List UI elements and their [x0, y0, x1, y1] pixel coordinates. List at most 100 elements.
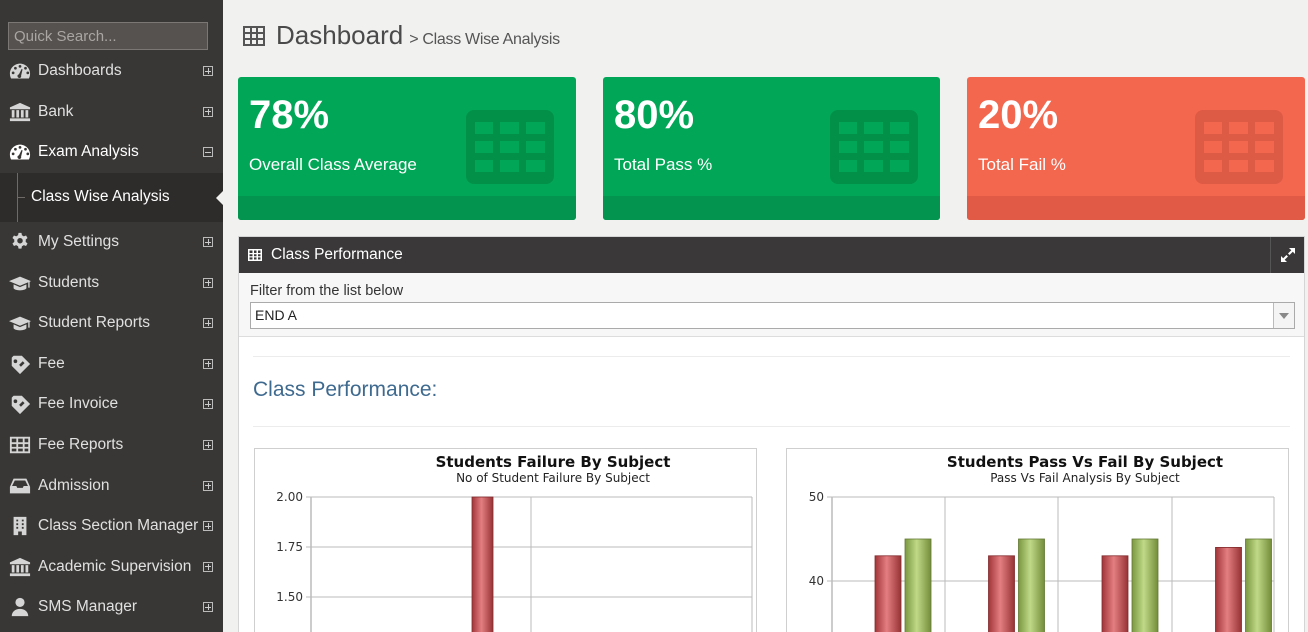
expand-icon[interactable] [203, 277, 213, 288]
sidebar-item-label: Academic Supervision [38, 557, 192, 575]
active-caret-icon [216, 190, 223, 205]
sidebar-item-label: My Settings [38, 233, 119, 251]
quick-search-input[interactable] [8, 22, 208, 50]
sidebar-item-label: Bank [38, 102, 74, 120]
chart-subtitle: No of Student Failure By Subject [456, 471, 650, 485]
chart-title: Students Pass Vs Fail By Subject [947, 453, 1223, 471]
expand-icon[interactable] [203, 440, 213, 451]
expand-arrows-icon [1280, 248, 1295, 262]
user-icon [0, 597, 38, 617]
expand-icon[interactable] [203, 358, 213, 369]
chart-bar [1245, 538, 1272, 632]
sidebar-subitem-label: Class Wise Analysis [31, 188, 170, 206]
sidebar-item-bank[interactable]: Bank [0, 92, 223, 133]
page-header: Dashboard > Class Wise Analysis [243, 20, 560, 51]
stat-label: Total Pass % [614, 155, 713, 174]
expand-icon[interactable] [203, 399, 213, 410]
expand-icon[interactable] [203, 237, 213, 248]
section-title: Class Performance: [253, 378, 438, 401]
sidebar-item-dashboards[interactable]: Dashboards [0, 51, 223, 92]
sidebar-item-fee-invoice[interactable]: Fee Invoice [0, 384, 223, 425]
table-icon [248, 249, 262, 261]
sidebar-item-admission[interactable]: Admission [0, 465, 223, 506]
sidebar-item-student-reports[interactable]: Student Reports [0, 303, 223, 344]
tree-line [17, 196, 25, 198]
expand-icon[interactable] [203, 521, 213, 532]
sidebar-item-label: SMS Manager [38, 598, 138, 616]
chart-bar [471, 496, 494, 632]
expand-icon[interactable] [203, 66, 213, 77]
sidebar-item-label: Students [38, 273, 100, 291]
card-footer [967, 196, 1305, 220]
sidebar-item-label: Dashboards [38, 62, 122, 80]
sidebar-item-exam-analysis[interactable]: Exam Analysis [0, 132, 223, 173]
graduation-cap-icon [0, 273, 38, 293]
filter-label: Filter from the list below [250, 283, 404, 299]
stat-label: Total Fail % [978, 155, 1066, 174]
chart-bar [1101, 555, 1129, 632]
table-icon [243, 25, 265, 46]
bank-icon [0, 102, 38, 122]
stat-value: 20% [978, 93, 1059, 137]
graduation-cap-icon [0, 313, 38, 333]
page-title: Dashboard [276, 20, 404, 50]
expand-icon[interactable] [203, 318, 213, 329]
ticket-icon [0, 394, 38, 415]
stat-card-class-average: 78% Overall Class Average [238, 77, 576, 220]
stat-card-fail: 20% Total Fail % [967, 77, 1305, 220]
failure-by-subject-chart: Students Failure By Subject No of Student… [254, 448, 757, 632]
sidebar-item-label: Fee Invoice [38, 395, 119, 413]
breadcrumb: > Class Wise Analysis [409, 31, 560, 48]
expand-icon[interactable] [203, 480, 213, 491]
table-icon [830, 110, 918, 184]
sidebar-item-class-section-manager[interactable]: Class Section Manager [0, 506, 223, 547]
collapse-icon[interactable] [203, 147, 213, 158]
y-tick-label: 50 [809, 490, 824, 504]
divider [253, 426, 1290, 427]
sidebar-item-fee-reports[interactable]: Fee Reports [0, 425, 223, 466]
dashboard-icon [0, 142, 38, 162]
sidebar-item-academic-supervision[interactable]: Academic Supervision [0, 547, 223, 588]
class-filter-select[interactable]: END A [250, 302, 1295, 329]
expand-icon[interactable] [203, 561, 213, 572]
ticket-icon [0, 354, 38, 374]
gear-icon [0, 232, 38, 252]
sidebar: Dashboards Bank Exam Analysis Class Wise… [0, 0, 223, 632]
sidebar-item-label: Admission [38, 476, 110, 494]
select-value: END A [255, 307, 298, 323]
y-tick-label: 40 [809, 574, 824, 588]
chart-bar [1018, 538, 1045, 632]
expand-icon[interactable] [203, 602, 213, 613]
sidebar-item-fee[interactable]: Fee [0, 344, 223, 385]
expand-icon[interactable] [203, 106, 213, 117]
sidebar-item-label: Student Reports [38, 314, 151, 332]
fullscreen-button[interactable] [1270, 237, 1304, 273]
dashboard-icon [0, 61, 38, 81]
sidebar-item-students[interactable]: Students [0, 262, 223, 303]
sidebar-item-label: Fee Reports [38, 436, 124, 454]
chevron-down-icon[interactable] [1273, 303, 1294, 328]
sidebar-subitem-class-wise-analysis[interactable]: Class Wise Analysis [0, 172, 223, 222]
panel-title: Class Performance [271, 246, 403, 263]
chart-bar [874, 555, 902, 632]
divider [253, 356, 1290, 357]
y-tick-label: 1.50 [276, 590, 303, 604]
sidebar-item-sms-manager[interactable]: SMS Manager [0, 587, 223, 628]
stat-label: Overall Class Average [249, 155, 417, 174]
y-tick-label: 2.00 [276, 490, 303, 504]
chart-bar [904, 538, 932, 632]
card-footer [238, 196, 576, 220]
sidebar-item-my-settings[interactable]: My Settings [0, 222, 223, 263]
table-icon [0, 435, 38, 455]
panel-header: Class Performance [239, 237, 1304, 273]
chart-bar [988, 555, 1015, 632]
chart-title: Students Failure By Subject [436, 453, 671, 471]
stat-value: 80% [614, 93, 695, 137]
chart-bar [1131, 538, 1159, 632]
stat-value: 78% [249, 93, 330, 137]
chart-subtitle: Pass Vs Fail Analysis By Subject [990, 471, 1180, 485]
filter-section: Filter from the list below END A [239, 273, 1304, 337]
building-icon [0, 516, 38, 536]
